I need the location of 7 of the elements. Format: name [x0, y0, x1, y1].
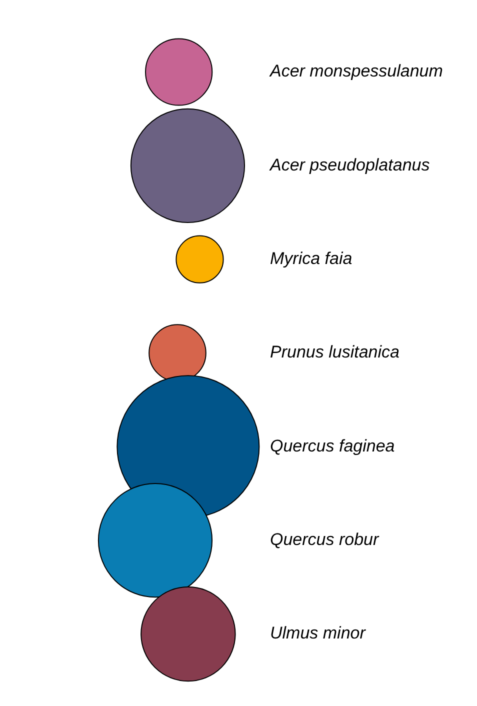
y-tick-label: Acer monspessulanum — [269, 62, 443, 81]
y-tick-label: Acer pseudoplatanus — [269, 155, 430, 174]
y-tick-label: Ulmus minor — [270, 624, 367, 643]
y-tick-label: Myrica faia — [270, 249, 352, 268]
y-tick-label: Quercus robur — [270, 530, 380, 550]
y-tick-label: Prunus lusitanica — [270, 342, 400, 362]
y-tick-label: Quercus faginea — [270, 436, 395, 456]
